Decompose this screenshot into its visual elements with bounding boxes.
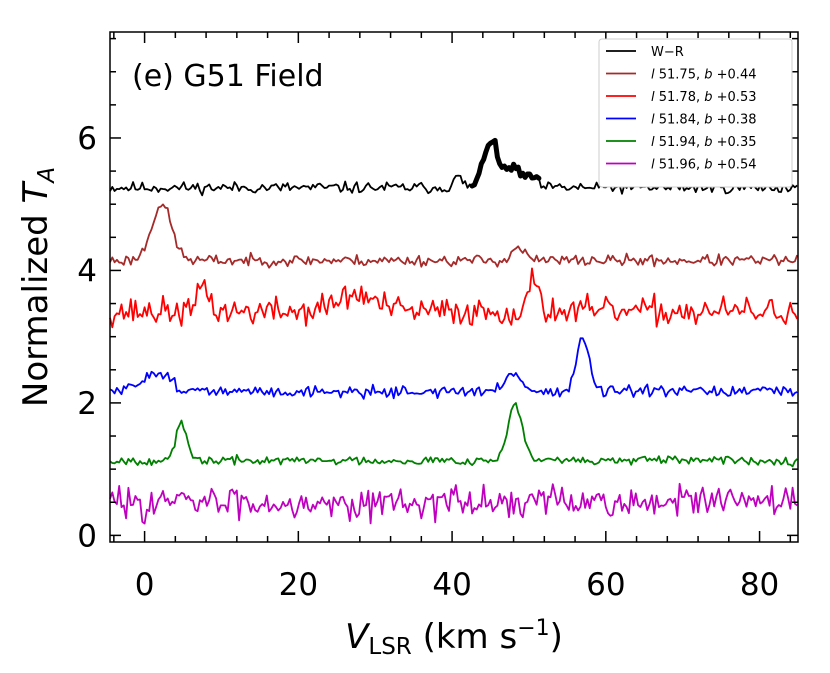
legend-label: W−R [651, 45, 684, 60]
x-tick-label: 80 [740, 567, 779, 603]
panel-title: (e) G51 Field [132, 59, 324, 94]
series-line [109, 337, 798, 400]
series-line [109, 402, 798, 468]
x-axis-unit-exp: −1 [517, 616, 549, 641]
y-tick-label: 6 [77, 121, 97, 157]
legend-label: l 51.84, b +0.38 [651, 113, 757, 128]
legend-label: l 51.75, b +0.44 [651, 68, 757, 83]
ticks-layer: 0 20 40 60 80 0 2 4 6 [77, 32, 798, 603]
plot-frame [109, 31, 799, 543]
legend-box [598, 38, 793, 188]
series-layer [109, 137, 799, 525]
x-axis-var: V [345, 617, 371, 657]
x-axis-sub: LSR [368, 634, 411, 660]
legend-label: l 51.96, b +0.54 [651, 158, 757, 173]
y-tick-label: 0 [77, 518, 97, 554]
series-line [109, 267, 799, 329]
y-axis-sub: A [34, 167, 60, 185]
series-line [109, 203, 799, 269]
x-tick-label: 40 [432, 567, 471, 603]
legend-label: l 51.94, b +0.35 [651, 135, 757, 150]
x-axis-unit: (km s [412, 617, 517, 657]
legend-label: l 51.78, b +0.53 [651, 90, 757, 105]
series-highlight [469, 137, 542, 189]
x-axis-unit-close: ) [550, 617, 563, 657]
y-axis-title: Normalized TA [16, 167, 60, 407]
legend-items: W−R l 51.75, b +0.44 l 51.78, b +0.53 l 51.… [606, 45, 757, 173]
y-tick-label: 2 [77, 386, 97, 422]
y-tick-label: 4 [77, 253, 97, 289]
plot-area: 0 20 40 60 80 0 2 4 6 [77, 31, 799, 603]
x-tick-label: 60 [586, 567, 625, 603]
y-axis-main: Normalized [16, 203, 56, 407]
x-axis-title: VLSR (km s−1) [345, 616, 563, 660]
series-line [109, 482, 798, 525]
x-tick-label: 20 [279, 567, 318, 603]
x-tick-label: 0 [135, 567, 155, 603]
legend: W−R l 51.75, b +0.44 l 51.78, b +0.53 l 51.… [598, 38, 793, 188]
y-axis-var: T [16, 180, 56, 203]
